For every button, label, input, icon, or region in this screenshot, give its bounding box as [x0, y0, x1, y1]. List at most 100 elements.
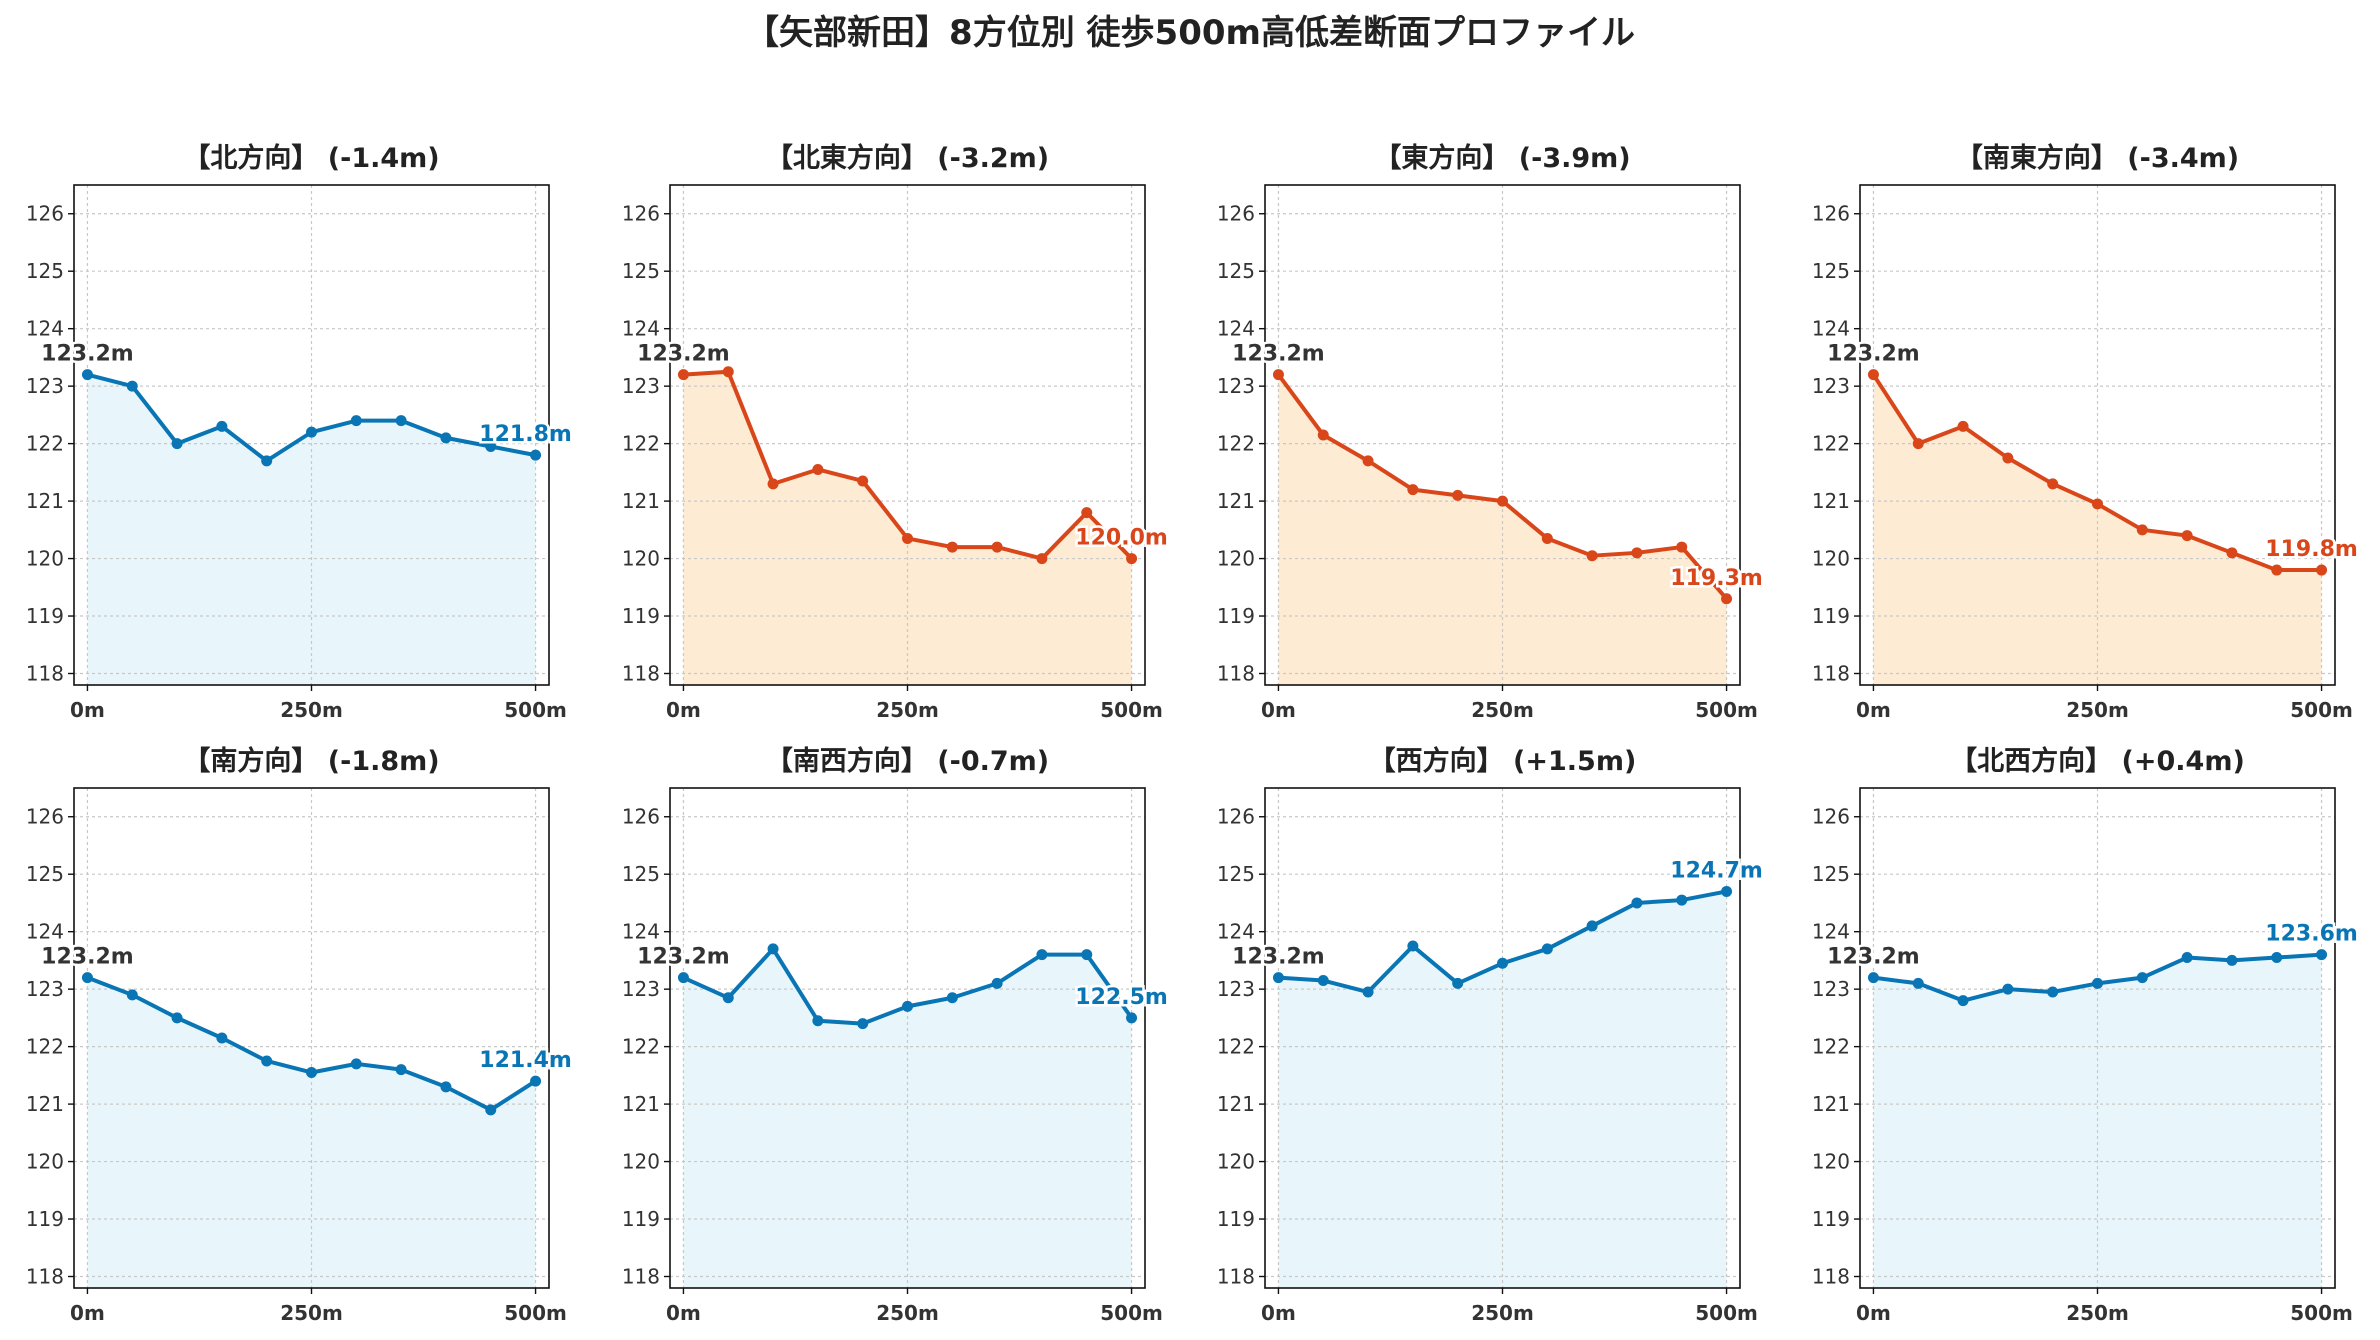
- y-tick-label: 122: [1812, 1035, 1850, 1059]
- elevation-point: [1362, 986, 1374, 998]
- y-tick-label: 119: [1217, 604, 1255, 628]
- elevation-point: [1631, 547, 1643, 559]
- elevation-point: [767, 478, 779, 490]
- elevation-point: [2226, 547, 2238, 559]
- y-tick-label: 126: [1812, 805, 1850, 829]
- x-tick-label: 0m: [70, 698, 105, 722]
- elevation-point: [81, 972, 93, 984]
- elevation-point: [2271, 952, 2283, 964]
- elevation-point: [1317, 975, 1329, 987]
- elevation-point: [857, 475, 869, 487]
- elevation-point: [1497, 957, 1508, 969]
- x-tick-label: 500m: [2290, 698, 2353, 722]
- y-tick-label: 122: [622, 432, 660, 456]
- end-elevation-label: 121.4m: [479, 1048, 572, 1073]
- y-tick-label: 120: [1812, 547, 1850, 571]
- end-elevation-label: 122.5m: [1075, 985, 1168, 1010]
- x-tick-label: 0m: [70, 1301, 105, 1325]
- elevation-point: [2002, 452, 2014, 464]
- elevation-point: [216, 420, 228, 432]
- x-tick-label: 250m: [2066, 698, 2129, 722]
- y-tick-label: 124: [622, 920, 660, 944]
- panel-title: 【西方向】 (+1.5m): [1369, 745, 1637, 777]
- y-tick-label: 125: [1812, 259, 1850, 283]
- x-tick-label: 250m: [876, 1301, 939, 1325]
- y-tick-label: 124: [1812, 920, 1850, 944]
- y-tick-label: 123: [1217, 977, 1255, 1001]
- elevation-point: [1631, 897, 1643, 909]
- y-tick-label: 119: [622, 1207, 660, 1231]
- elevation-point: [1676, 894, 1688, 906]
- panel-title: 【東方向】 (-3.9m): [1374, 142, 1630, 174]
- y-tick-label: 119: [1812, 604, 1850, 628]
- elevation-point: [2316, 564, 2328, 576]
- panel-4: 【南方向】 (-1.8m) 118 119 120 121 122 123 124 125 126…: [26, 745, 575, 1325]
- elevation-point: [2092, 498, 2103, 510]
- y-tick-label: 123: [1812, 977, 1850, 1001]
- start-elevation-label: 123.2m: [637, 342, 730, 367]
- x-tick-label: 250m: [2066, 1301, 2129, 1325]
- elevation-point: [1497, 495, 1508, 507]
- x-tick-label: 250m: [280, 1301, 343, 1325]
- y-tick-label: 126: [622, 805, 660, 829]
- start-elevation-label: 123.2m: [1232, 342, 1325, 367]
- start-elevation-label: 123.2m: [41, 945, 134, 970]
- elevation-point: [2181, 952, 2193, 964]
- elevation-point: [1362, 455, 1374, 467]
- x-tick-label: 0m: [666, 698, 701, 722]
- start-elevation-label: 123.2m: [1827, 342, 1920, 367]
- elevation-point: [530, 449, 542, 461]
- elevation-point: [991, 541, 1003, 553]
- elevation-point: [81, 369, 93, 381]
- elevation-point: [1452, 977, 1464, 989]
- y-tick-label: 120: [622, 547, 660, 571]
- elevation-point: [350, 1058, 362, 1070]
- elevation-point: [1452, 489, 1464, 501]
- elevation-point: [1721, 885, 1733, 897]
- elevation-point: [1721, 593, 1733, 605]
- x-tick-label: 0m: [1856, 1301, 1891, 1325]
- elevation-point: [1126, 553, 1138, 565]
- y-tick-label: 121: [1217, 1092, 1255, 1116]
- elevation-point: [1036, 553, 1048, 565]
- y-tick-label: 122: [26, 432, 64, 456]
- elevation-point: [2316, 949, 2328, 961]
- elevation-point: [1586, 920, 1598, 932]
- y-tick-label: 121: [1812, 489, 1850, 513]
- y-tick-label: 123: [1217, 374, 1255, 398]
- elevation-point: [2047, 478, 2059, 490]
- x-tick-label: 250m: [1471, 1301, 1534, 1325]
- elevation-area: [683, 371, 1132, 685]
- y-tick-label: 125: [1217, 259, 1255, 283]
- elevation-point: [395, 415, 407, 427]
- end-elevation-label: 123.6m: [2265, 922, 2358, 947]
- elevation-point: [1126, 1012, 1138, 1024]
- end-elevation-label: 119.3m: [1670, 566, 1763, 591]
- x-tick-label: 500m: [2290, 1301, 2353, 1325]
- elevation-point: [440, 1081, 452, 1093]
- y-tick-label: 120: [1812, 1150, 1850, 1174]
- elevation-point: [485, 1104, 497, 1116]
- y-tick-label: 120: [622, 1150, 660, 1174]
- y-tick-label: 118: [622, 662, 660, 686]
- y-tick-label: 122: [1217, 1035, 1255, 1059]
- elevation-point: [261, 1055, 273, 1067]
- panel-5: 【南西方向】 (-0.7m) 118 119 120 121 122 123 124 125 12…: [622, 745, 1171, 1325]
- elevation-point: [171, 1012, 183, 1024]
- elevation-point: [2047, 986, 2059, 998]
- elevation-point: [1036, 949, 1048, 961]
- x-tick-label: 500m: [504, 698, 567, 722]
- elevation-point: [126, 380, 138, 392]
- elevation-point: [991, 977, 1003, 989]
- x-tick-label: 0m: [666, 1301, 701, 1325]
- y-tick-label: 119: [1812, 1207, 1850, 1231]
- elevation-point: [857, 1018, 869, 1030]
- y-tick-label: 124: [26, 920, 64, 944]
- panel-6: 【西方向】 (+1.5m) 118 119 120 121 122 123 124 125 126…: [1217, 745, 1766, 1325]
- y-tick-label: 126: [1217, 202, 1255, 226]
- y-tick-label: 120: [26, 1150, 64, 1174]
- elevation-point: [2226, 954, 2238, 966]
- y-tick-label: 123: [26, 977, 64, 1001]
- y-tick-label: 121: [26, 489, 64, 513]
